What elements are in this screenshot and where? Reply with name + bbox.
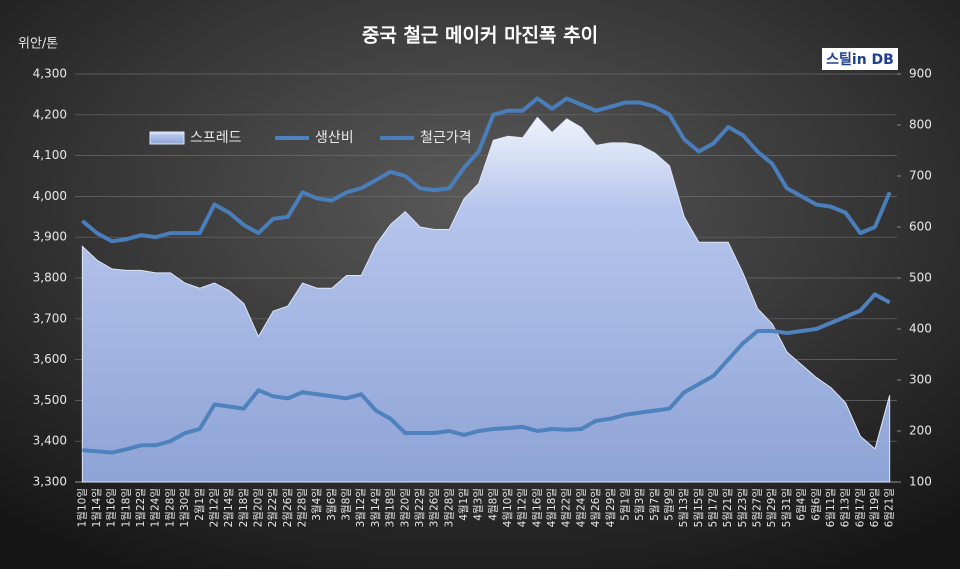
x-tick-label: 6월4일 <box>795 488 808 521</box>
y2-tick-label: 400 <box>909 322 932 336</box>
series-line <box>82 292 891 455</box>
x-tick-label: 2월14일 <box>222 488 235 527</box>
y-tick-label: 3,500 <box>33 393 67 407</box>
x-tick-label: 1월28일 <box>163 488 176 527</box>
x-tick-label: 6월21일 <box>883 488 896 527</box>
chart-title: 중국 철근 메이커 마진폭 추이 <box>362 25 598 47</box>
x-tick-label: 1월22일 <box>134 488 147 527</box>
x-tick-label: 5월13일 <box>677 488 690 527</box>
x-tick-label: 5월15일 <box>692 488 705 527</box>
y-tick-label: 4,200 <box>33 107 67 121</box>
x-tick-label: 5월1일 <box>618 488 631 521</box>
x-tick-label: 6월19일 <box>868 488 881 527</box>
x-tick-label: 5월3일 <box>633 488 646 521</box>
y2-tick-label: 500 <box>909 271 932 285</box>
y-axis-label: 위안/톤 <box>18 37 58 52</box>
x-tick-label: 4월24일 <box>574 488 587 527</box>
x-tick-label: 4월8일 <box>486 488 499 521</box>
y2-tick-label: 700 <box>909 169 932 183</box>
x-tick-label: 2월20일 <box>251 488 264 527</box>
y2-tick-label: 600 <box>909 220 932 234</box>
x-tick-label: 4월3일 <box>472 488 485 521</box>
x-tick-label: 1월10일 <box>75 488 88 527</box>
y-tick-label: 3,600 <box>33 352 67 366</box>
x-tick-label: 2월22일 <box>266 488 279 527</box>
x-tick-label: 5월27일 <box>751 488 764 527</box>
x-tick-label: 4월22일 <box>560 488 573 527</box>
y2-tick-label: 100 <box>909 475 932 489</box>
x-tick-label: 3월4일 <box>310 488 323 521</box>
x-tick-label: 6월17일 <box>853 488 866 527</box>
x-tick-label: 2월1일 <box>193 488 206 521</box>
y2-tick-label: 300 <box>909 373 932 387</box>
x-tick-label: 1월24일 <box>149 488 162 527</box>
x-tick-label: 3월12일 <box>354 488 367 527</box>
x-tick-label: 4월10일 <box>501 488 514 527</box>
x-tick-label: 2월18일 <box>237 488 250 527</box>
y-tick-label: 4,100 <box>33 148 67 162</box>
legend-label: 스프레드 <box>190 130 242 146</box>
x-tick-label: 3월26일 <box>428 488 441 527</box>
y-tick-label: 4,000 <box>33 189 67 203</box>
series-line <box>81 96 892 244</box>
x-tick-label: 2월26일 <box>281 488 294 527</box>
x-tick-label: 5월23일 <box>736 488 749 527</box>
y-tick-label: 3,800 <box>33 271 67 285</box>
x-tick-label: 5월9일 <box>662 488 675 521</box>
logo: 스틸in DB <box>826 52 894 68</box>
x-tick-label: 5월7일 <box>648 488 661 521</box>
x-tick-label: 1월14일 <box>90 488 103 527</box>
x-tick-label: 5월31일 <box>780 488 793 527</box>
y-tick-label: 3,700 <box>33 311 67 325</box>
legend-label: 생산비 <box>315 130 354 146</box>
y-tick-label: 4,300 <box>33 67 67 81</box>
x-tick-label: 5월21일 <box>721 488 734 527</box>
x-tick-label: 6월13일 <box>839 488 852 527</box>
x-tick-label: 4월18일 <box>545 488 558 527</box>
x-tick-label: 4월29일 <box>604 488 617 527</box>
y-tick-label: 3,400 <box>33 434 67 448</box>
x-tick-label: 4월16일 <box>530 488 543 527</box>
x-tick-label: 4월26일 <box>589 488 602 527</box>
x-tick-label: 3월8일 <box>340 488 353 521</box>
x-tick-label: 5월17일 <box>707 488 720 527</box>
x-tick-label: 1월16일 <box>105 488 118 527</box>
legend-swatch <box>149 131 185 145</box>
logo-box <box>822 48 898 70</box>
x-tick-label: 3월14일 <box>369 488 382 527</box>
y-tick-label: 3,300 <box>33 475 67 489</box>
x-tick-label: 3월6일 <box>325 488 338 521</box>
y2-tick-label: 800 <box>909 118 932 132</box>
x-tick-label: 5월29일 <box>765 488 778 527</box>
x-tick-label: 3월18일 <box>384 488 397 527</box>
x-tick-label: 1월18일 <box>119 488 132 527</box>
y2-tick-label: 200 <box>909 424 932 438</box>
x-tick-label: 3월22일 <box>413 488 426 527</box>
x-tick-label: 3월20일 <box>398 488 411 527</box>
y-tick-label: 3,900 <box>33 230 67 244</box>
x-tick-label: 4월1일 <box>457 488 470 521</box>
legend-label: 철근가격 <box>420 130 472 146</box>
y2-tick-label: 900 <box>909 67 932 81</box>
x-tick-label: 2월28일 <box>296 488 309 527</box>
x-tick-label: 1월30일 <box>178 488 191 527</box>
x-tick-label: 6월11일 <box>824 488 837 527</box>
x-tick-label: 2월12일 <box>207 488 220 527</box>
x-tick-label: 4월12일 <box>516 488 529 527</box>
x-tick-label: 3월28일 <box>442 488 455 527</box>
x-tick-label: 6월6일 <box>809 488 822 521</box>
